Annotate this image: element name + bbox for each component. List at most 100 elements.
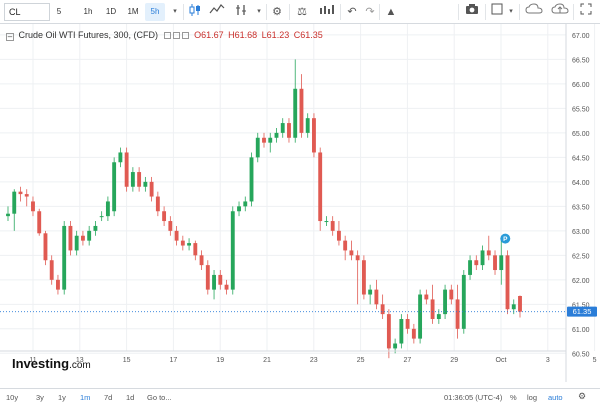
chevron-down-icon[interactable]: ▾ [509,8,513,15]
time-tick-label: 19 [216,357,224,364]
candle-body [31,201,35,212]
cloud-icon[interactable] [523,3,545,21]
candle-up [62,221,67,295]
percent-toggle[interactable]: % [510,393,517,402]
candle-body [205,265,210,290]
time-tick-label: Oct [496,357,507,364]
cloud-save-icon[interactable] [549,3,571,21]
legend-close-icon[interactable] [181,32,189,39]
interval-1h-button[interactable]: 1h [83,7,93,16]
candle-up [255,132,260,163]
price-chart[interactable]: 67.00 66.50 66.00 65.50 65.00 64.50 64.00 63.50… [0,24,600,388]
time-tick-label: 29 [450,357,458,364]
toolbar-divider [485,4,486,20]
symbol-input[interactable]: CL [4,3,50,21]
candle-up [468,255,472,280]
interval-5h-button[interactable]: 5h [145,3,165,21]
range-1d-button[interactable]: 1d [126,393,135,402]
interval-1m-button[interactable]: 1M [127,7,139,16]
candle-body [62,225,67,290]
interval-1d-button[interactable]: 1D [105,7,117,16]
candle-body [324,221,329,223]
range-1y-button[interactable]: 1y [58,393,66,402]
goto-button[interactable]: Go to... [147,393,172,402]
candle-down [149,176,154,202]
log-toggle[interactable]: log [527,393,538,402]
top-toolbar: CL 5 1h 1D 1M 5h ▾ ▾ ⚙ ⚖ ↶ ↷ ▲ ▾ [0,0,600,24]
toolbar-divider [573,4,574,20]
legend-toggle-icon[interactable] [163,32,171,39]
time-tick-label: 21 [263,357,271,364]
indicators-icon[interactable] [208,3,226,21]
candle-down [37,208,42,236]
candle-down [349,240,354,261]
candle-down [474,255,479,271]
candle-body [380,304,385,315]
candle-body [374,289,379,305]
price-tick-label: 63.50 [572,204,590,211]
chevron-down-icon[interactable]: ▾ [173,8,177,15]
candle-body [99,216,104,218]
candle-down [493,250,497,275]
candle-up [399,314,404,349]
alert-icon[interactable]: ▲ [385,6,397,18]
candle-body [480,250,485,266]
candle-body [24,194,29,197]
price-tick-label: 64.50 [572,155,590,162]
candle-body [180,240,185,246]
range-10y-button[interactable]: 10y [6,393,19,402]
candle-down [430,284,435,324]
time-tick-label: 5 [593,357,597,364]
range-3y-button[interactable]: 3y [36,393,44,402]
redo-icon[interactable]: ↷ [365,6,375,18]
candle-body [436,314,441,320]
undo-icon[interactable]: ↶ [347,6,357,18]
fullscreen-icon[interactable] [577,3,595,21]
candle-body [43,233,48,261]
candle-body [493,255,497,271]
draw-tools-icon[interactable] [232,3,250,21]
candle-down [162,206,167,226]
price-tick-label: 61.50 [572,302,590,309]
balance-icon[interactable]: ⚖ [297,6,307,18]
price-tick-label: 66.50 [572,57,590,64]
time-tick-label: 13 [76,357,84,364]
candle-down [80,230,85,246]
candle-down [56,274,60,295]
price-tick-label: 66.00 [572,82,590,89]
candle-body [505,255,510,310]
candle-body [318,152,323,222]
camera-icon[interactable] [463,3,481,21]
compare-icon[interactable] [318,3,336,21]
auto-toggle[interactable]: auto [548,393,563,402]
settings-icon[interactable]: ⚙ [272,6,282,18]
candle-body [80,235,85,241]
candle-down [505,250,510,315]
candle-body [49,260,54,280]
candle-down [205,260,210,295]
candle-body [12,191,17,214]
legend-settings-icon[interactable] [172,32,180,39]
range-7d-button[interactable]: 7d [104,393,113,402]
candle-body [149,181,154,197]
interval-5-button[interactable]: 5 [56,7,62,16]
candle-body [249,157,254,202]
candle-type-icon[interactable] [186,3,204,21]
candle-down [174,225,179,246]
candle-down [455,284,460,339]
chevron-down-icon[interactable]: ▾ [257,8,261,15]
candle-up [118,147,123,168]
candle-body [155,196,160,212]
candle-down [168,216,173,236]
range-1m-button[interactable]: 1m [80,393,91,402]
candle-down [405,314,410,334]
collapse-icon[interactable]: – [6,32,14,41]
price-tick-label: 62.00 [572,278,590,285]
candle-down [424,289,429,305]
candle-body [424,294,429,300]
settings-icon[interactable]: ⚙ [578,391,587,401]
candle-down [218,270,223,290]
candle-body [37,211,42,234]
candle-body [168,221,173,231]
layout-icon[interactable] [488,3,506,21]
